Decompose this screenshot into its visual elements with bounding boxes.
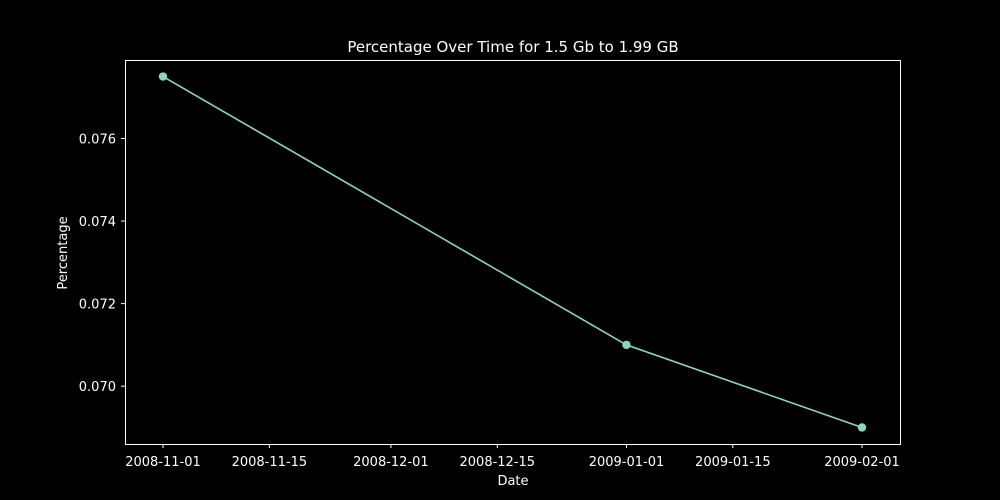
x-tick-label: 2008-12-15 [460,455,536,470]
data-point [857,423,867,432]
y-tick-label: 0.070 [79,380,116,395]
x-tick-label: 2009-02-01 [824,455,900,470]
y-axis: 0.070 0.072 0.074 0.076 [79,132,125,395]
x-axis-label: Date [497,474,528,489]
chart-title: Percentage Over Time for 1.5 Gb to 1.99 … [347,38,678,56]
y-tick-label: 0.076 [79,132,116,147]
x-tick-label: 2009-01-01 [589,455,665,470]
y-tick-label: 0.072 [79,298,116,313]
x-tick-label: 2008-11-15 [232,455,308,470]
x-tick-label: 2009-01-15 [695,455,771,470]
x-tick-label: 2008-11-01 [125,455,201,470]
plot-area [125,60,901,445]
data-point [158,72,168,81]
y-tick-label: 0.074 [79,215,116,230]
data-point [622,340,631,350]
x-axis: 2008-11-01 2008-11-15 2008-12-01 2008-12-15… [125,444,900,470]
x-tick-label: 2008-12-01 [353,455,429,470]
series-layer [158,72,867,432]
y-axis-label: Percentage [56,216,71,289]
